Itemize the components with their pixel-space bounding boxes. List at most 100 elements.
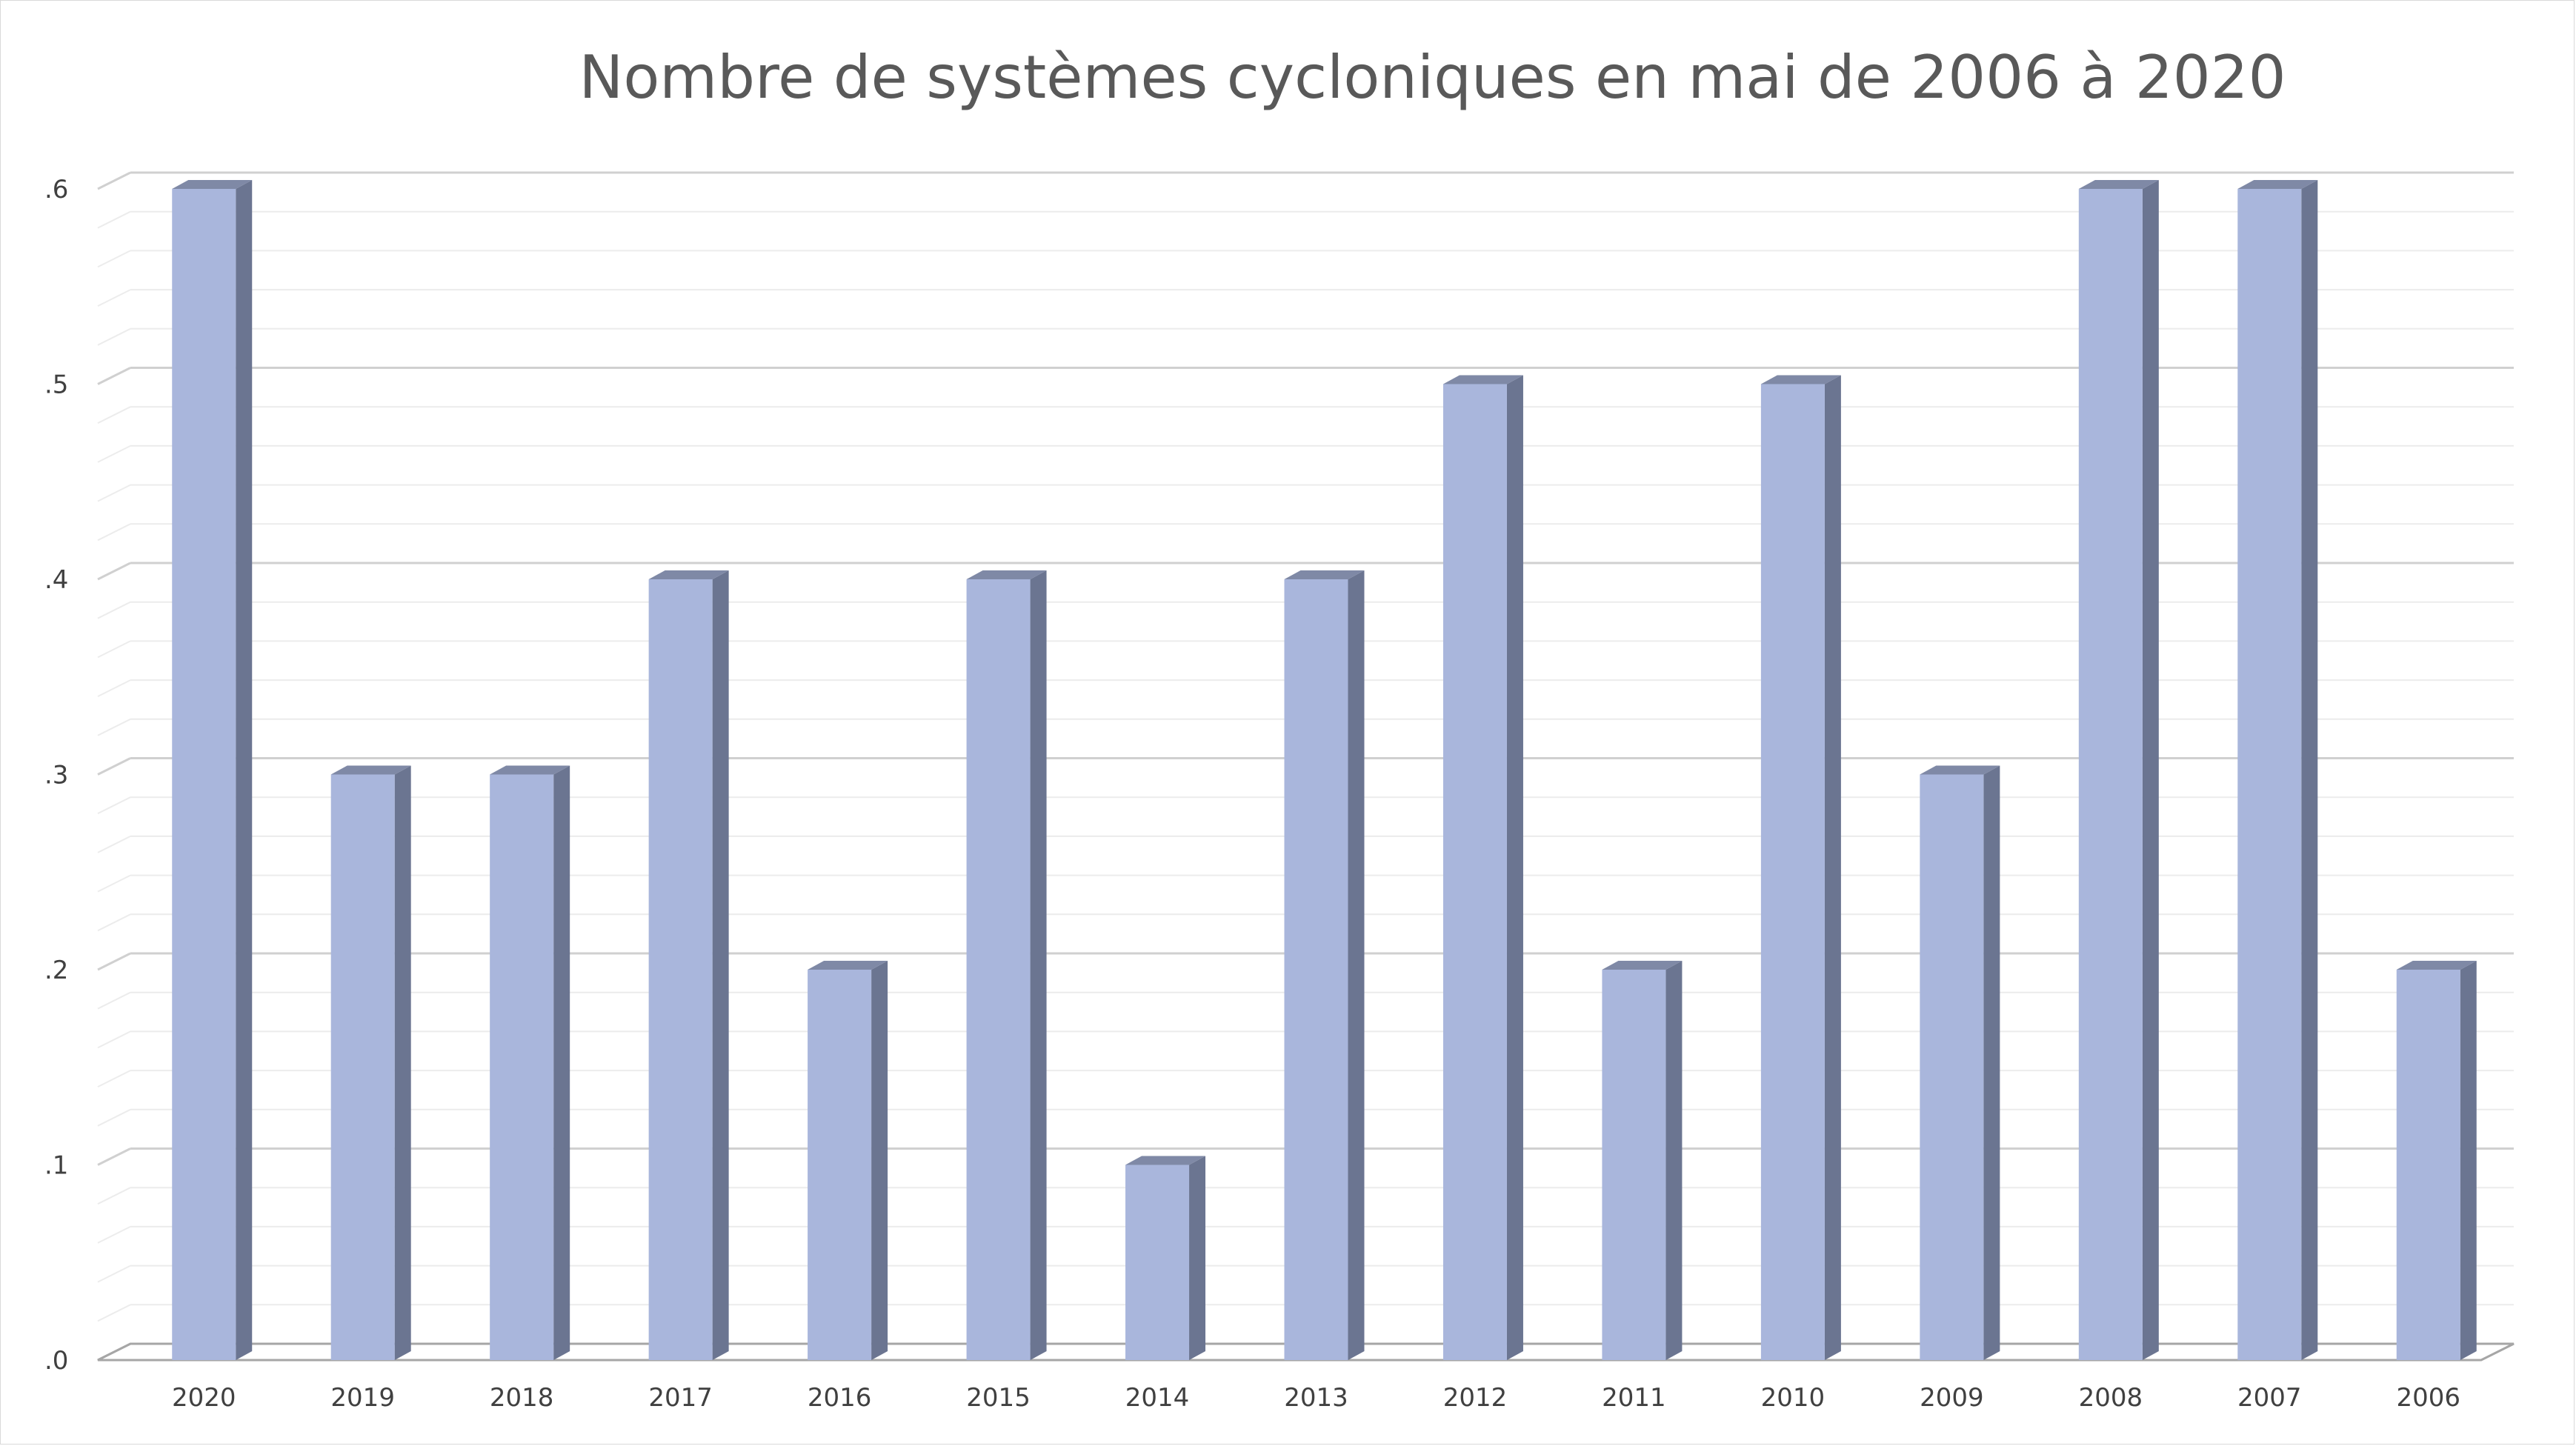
- bar-side: [553, 765, 570, 1360]
- x-tick-label: 2011: [1602, 1383, 1666, 1413]
- bar-side: [1506, 375, 1523, 1360]
- gridline-minor-side: [97, 991, 131, 1010]
- bar-side: [2301, 180, 2318, 1360]
- bar-side: [236, 180, 253, 1360]
- bar-side: [1030, 570, 1047, 1360]
- bar-2020: [172, 189, 236, 1360]
- bar-top: [1442, 375, 1523, 384]
- bar-top: [1602, 961, 1683, 970]
- bar-2019: [330, 774, 395, 1360]
- gridline-major-side: [97, 952, 131, 971]
- y-tick-label: .6: [44, 175, 68, 204]
- gridline-minor-side: [97, 1108, 131, 1127]
- bar-2011: [1602, 970, 1666, 1360]
- bar-top: [966, 570, 1047, 579]
- gridline-minor-side: [97, 1070, 131, 1087]
- bar-side: [1824, 375, 1841, 1360]
- x-tick-label: 2016: [808, 1383, 872, 1413]
- gridline-minor-side: [97, 523, 131, 542]
- gridline-minor-side: [97, 836, 131, 853]
- bar-top: [1125, 1156, 1206, 1165]
- bar-2008: [2078, 189, 2143, 1360]
- gridline-minor-side: [97, 601, 131, 619]
- x-tick-label: 2008: [2079, 1383, 2143, 1413]
- chart-title: Nombre de systèmes cycloniques en mai de…: [579, 43, 2286, 112]
- bar-2010: [1760, 384, 1825, 1360]
- gridline-minor-side: [97, 874, 131, 893]
- bar-top: [2237, 180, 2318, 189]
- gridline-minor-side: [97, 445, 131, 463]
- y-tick-label: .5: [44, 370, 68, 400]
- x-tick-label: 2013: [1284, 1383, 1348, 1413]
- x-tick-label: 2018: [490, 1383, 554, 1413]
- bar-2013: [1284, 579, 1348, 1360]
- bar-side: [2142, 180, 2159, 1360]
- bar-2015: [966, 579, 1031, 1360]
- gridline-minor-side: [97, 484, 131, 502]
- gridline-minor-side: [97, 406, 131, 424]
- gridline-minor-side: [97, 1304, 131, 1322]
- gridline-minor-side: [97, 1030, 131, 1049]
- gridline-minor-side: [97, 796, 131, 815]
- x-tick-label: 2009: [1920, 1383, 1984, 1413]
- gridline-minor-side: [97, 327, 131, 346]
- x-tick-label: 2020: [172, 1383, 236, 1413]
- gridline-minor-side: [97, 289, 131, 307]
- bar-top: [648, 570, 729, 579]
- x-tick-label: 2010: [1761, 1383, 1826, 1413]
- gridline-major-side: [97, 757, 131, 776]
- bar-top: [1284, 570, 1365, 579]
- y-tick-label: .0: [44, 1346, 68, 1376]
- bar-top: [2078, 180, 2159, 189]
- x-tick-label: 2014: [1125, 1383, 1190, 1413]
- bar-top: [172, 180, 253, 189]
- bar-top: [808, 961, 888, 970]
- chart-floor: [97, 1342, 2515, 1362]
- bar-side: [394, 765, 411, 1360]
- gridline-minor-side: [97, 1226, 131, 1244]
- gridline-minor-side: [97, 250, 131, 268]
- y-tick-label: .3: [44, 761, 68, 790]
- gridline-major-side: [97, 1147, 131, 1166]
- y-tick-label: .4: [44, 565, 68, 595]
- x-tick-label: 2012: [1443, 1383, 1508, 1413]
- x-tick-label: 2015: [966, 1383, 1031, 1413]
- bar-2017: [648, 579, 713, 1360]
- bar-top: [1760, 375, 1841, 384]
- gridline-minor-side: [97, 913, 131, 932]
- y-tick-label: .2: [44, 956, 68, 985]
- bar-top: [490, 765, 570, 775]
- x-tick-label: 2017: [648, 1383, 713, 1413]
- bar-2009: [1920, 774, 1984, 1360]
- y-tick-label: .1: [44, 1151, 68, 1181]
- bar-2012: [1442, 384, 1507, 1360]
- gridline-minor-side: [97, 640, 131, 659]
- bar-side: [1348, 570, 1365, 1360]
- gridline-minor-side: [97, 210, 131, 229]
- bar-top: [2396, 961, 2477, 970]
- bar-side: [712, 570, 729, 1360]
- gridline-minor-side: [97, 1265, 131, 1283]
- bar-2014: [1125, 1165, 1190, 1360]
- gridline-minor-side: [97, 718, 131, 736]
- gridline-minor-side: [97, 679, 131, 697]
- bar-side: [1189, 1156, 1206, 1360]
- bar-side: [871, 961, 888, 1360]
- x-tick-label: 2006: [2397, 1383, 2461, 1413]
- gridline-major-side: [97, 171, 131, 190]
- bar-2016: [808, 970, 872, 1360]
- bar-side: [1983, 765, 2000, 1360]
- x-tick-label: 2019: [330, 1383, 395, 1413]
- bar-top: [330, 765, 411, 775]
- bar-top: [1920, 765, 2000, 775]
- bar-side: [1665, 961, 1683, 1360]
- bar-2007: [2237, 189, 2302, 1360]
- gridline-major-side: [97, 367, 131, 385]
- bar-2018: [490, 774, 554, 1360]
- bar-2006: [2396, 970, 2460, 1360]
- x-tick-label: 2007: [2237, 1383, 2302, 1413]
- gridline-major-side: [97, 562, 131, 581]
- gridline-minor-side: [97, 1187, 131, 1205]
- bar-side: [2460, 961, 2477, 1360]
